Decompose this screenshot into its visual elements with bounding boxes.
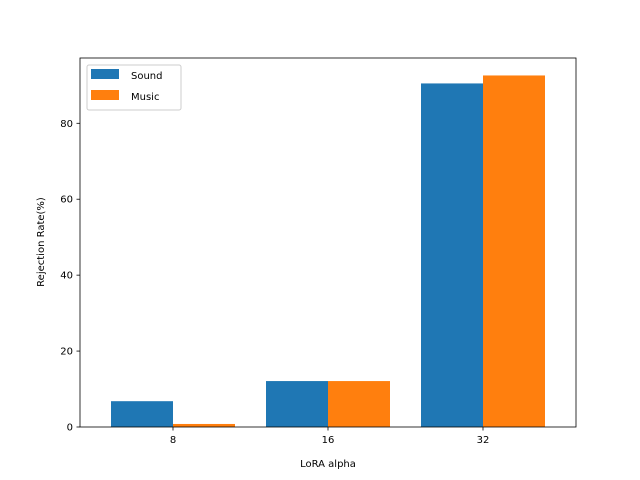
legend-swatch-music — [91, 90, 119, 100]
y-tick-label-20: 20 — [60, 347, 73, 358]
bar-sound-32 — [421, 83, 483, 428]
bars-group — [111, 75, 545, 428]
bar-music-32 — [483, 75, 545, 428]
legend-swatch-sound — [91, 69, 119, 79]
x-axis-ticks: 8 16 32 — [170, 427, 490, 446]
bar-sound-16 — [266, 381, 328, 427]
bar-music-16 — [328, 381, 390, 427]
legend-label-sound: Sound — [131, 71, 163, 82]
legend-label-music: Music — [131, 92, 159, 103]
legend: Sound Music — [86, 64, 182, 111]
bar-sound-8 — [111, 401, 173, 427]
y-tick-label-60: 60 — [60, 195, 73, 206]
bar-music-8 — [173, 423, 235, 427]
x-tick-label-16: 16 — [322, 435, 335, 446]
y-axis-ticks: 0 20 40 60 80 — [60, 119, 80, 434]
x-tick-label-8: 8 — [170, 435, 176, 446]
plot-frame — [79, 57, 577, 428]
y-tick-label-0: 0 — [67, 423, 73, 434]
x-tick-label-32: 32 — [477, 435, 490, 446]
y-tick-label-80: 80 — [60, 119, 73, 130]
x-axis-label: LoRA alpha — [300, 459, 356, 470]
y-axis-label: Rejection Rate(%) — [36, 197, 47, 287]
y-tick-label-40: 40 — [60, 271, 73, 282]
